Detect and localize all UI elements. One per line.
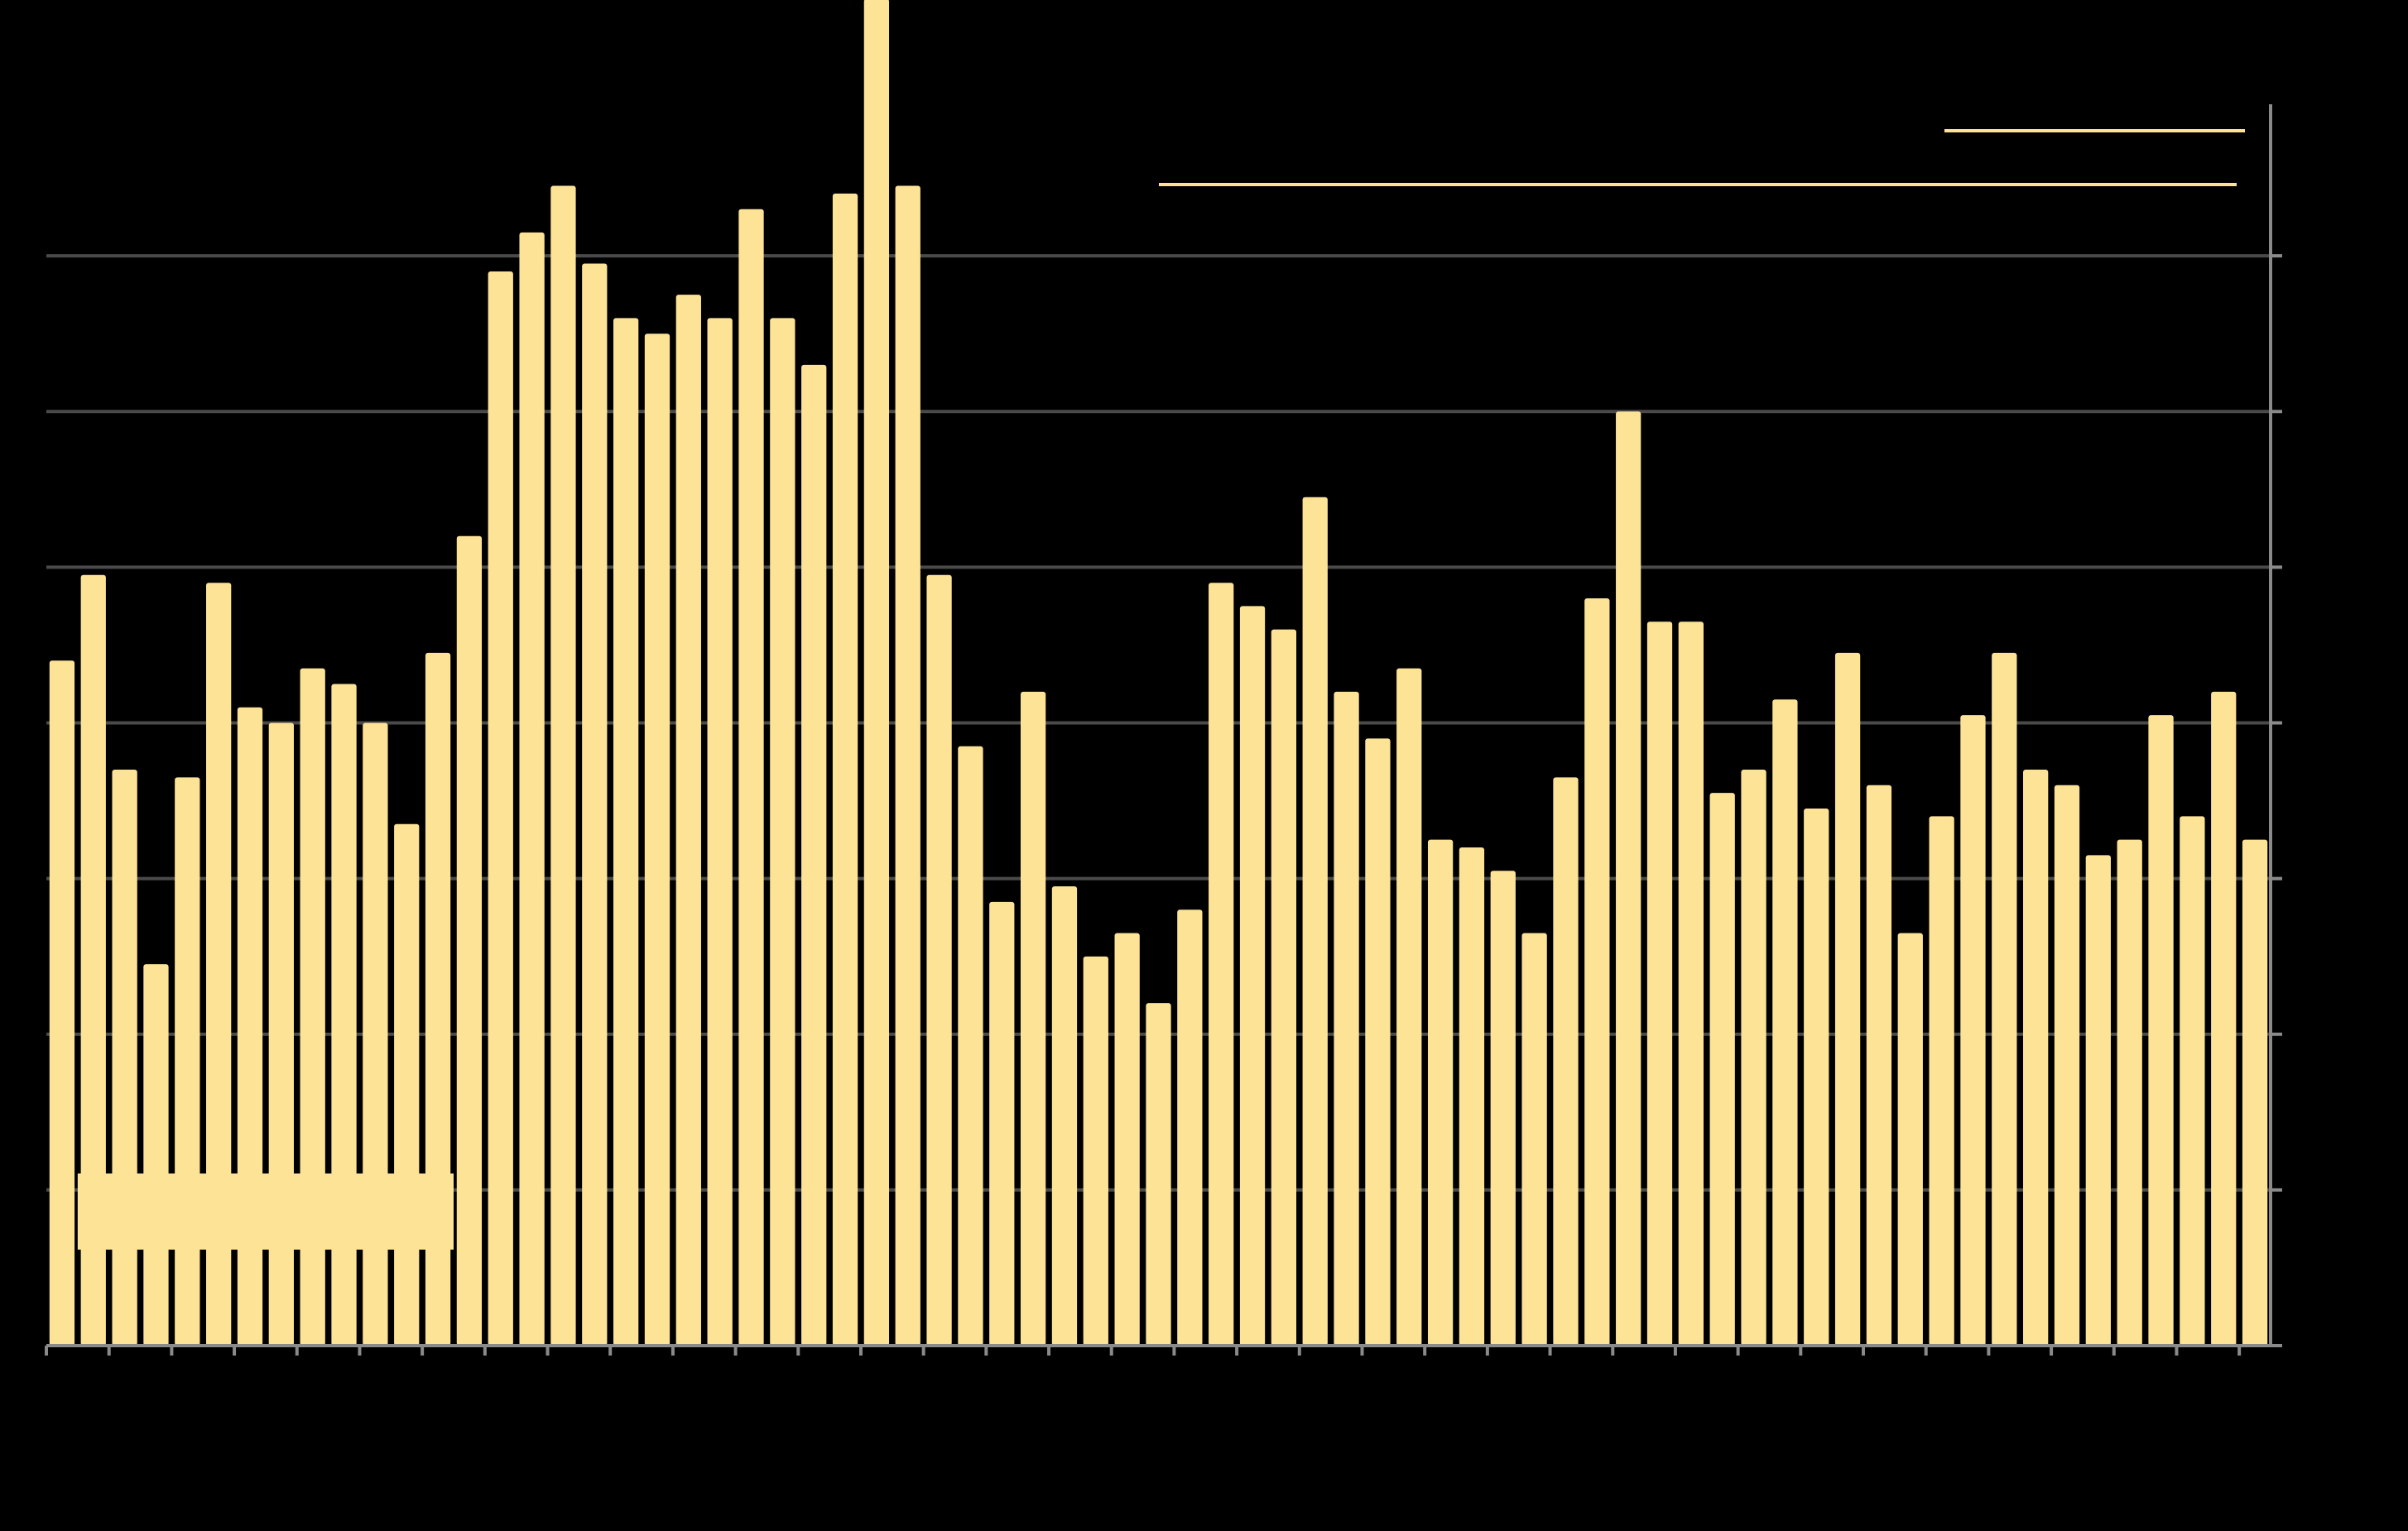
annotation-band — [77, 1173, 454, 1250]
bar — [2242, 839, 2268, 1346]
bar — [1897, 933, 1923, 1346]
bar — [1459, 847, 1485, 1346]
bar — [1051, 886, 1078, 1346]
bar — [1553, 777, 1579, 1346]
bar — [801, 364, 827, 1346]
bar — [363, 722, 388, 1346]
bar — [1866, 785, 1892, 1346]
bar — [1020, 691, 1046, 1346]
bar — [1365, 738, 1391, 1346]
axes — [45, 104, 2282, 1356]
bar — [1427, 839, 1454, 1346]
bar — [456, 535, 483, 1346]
bar — [770, 318, 795, 1346]
bar — [1177, 909, 1203, 1346]
bar — [1302, 497, 1328, 1346]
bar — [1960, 715, 1986, 1346]
bar — [1239, 606, 1266, 1346]
bar — [989, 901, 1015, 1346]
bar — [2054, 785, 2080, 1346]
bar — [738, 209, 764, 1346]
bar — [2117, 839, 2142, 1346]
bar — [895, 185, 920, 1346]
bar — [550, 185, 576, 1346]
bar — [613, 318, 639, 1346]
bar — [832, 193, 858, 1346]
bar — [1334, 691, 1359, 1346]
bar — [394, 823, 420, 1346]
bar — [1271, 629, 1297, 1346]
bar — [268, 722, 294, 1346]
bar — [1834, 652, 1861, 1346]
annotations — [77, 1173, 454, 1250]
bar — [2211, 691, 2237, 1346]
bar — [1741, 769, 1766, 1346]
bar — [49, 660, 75, 1346]
bar — [488, 271, 513, 1346]
bar — [675, 295, 701, 1346]
bar — [1209, 583, 1234, 1346]
bar — [863, 0, 890, 1346]
bar — [1521, 933, 1547, 1346]
bar — [2023, 769, 2049, 1346]
bar — [707, 318, 733, 1346]
bar — [1678, 622, 1704, 1346]
bar — [1114, 933, 1140, 1346]
bar — [237, 707, 263, 1346]
bar — [1992, 652, 2017, 1346]
bar — [143, 964, 169, 1346]
bar — [2180, 816, 2205, 1346]
bar — [926, 574, 952, 1346]
bar — [2148, 715, 2174, 1346]
bar — [206, 583, 232, 1346]
bar — [1616, 411, 1641, 1346]
bar — [1396, 668, 1422, 1346]
bar — [1646, 622, 1673, 1346]
bar — [1584, 598, 1610, 1346]
bar — [80, 574, 106, 1346]
bar — [2085, 855, 2111, 1346]
bar — [582, 263, 608, 1346]
bar — [112, 769, 137, 1346]
bar — [1772, 699, 1798, 1346]
bar — [425, 652, 451, 1346]
legend — [1159, 129, 2245, 186]
bar — [1083, 956, 1108, 1346]
bar — [1709, 793, 1735, 1346]
bar — [519, 232, 545, 1346]
bar — [1929, 816, 1954, 1346]
bar — [1146, 1003, 1171, 1346]
bar — [175, 777, 200, 1346]
bar — [1490, 871, 1516, 1346]
bar — [1804, 808, 1829, 1346]
bar — [958, 746, 983, 1346]
bar — [644, 334, 670, 1346]
